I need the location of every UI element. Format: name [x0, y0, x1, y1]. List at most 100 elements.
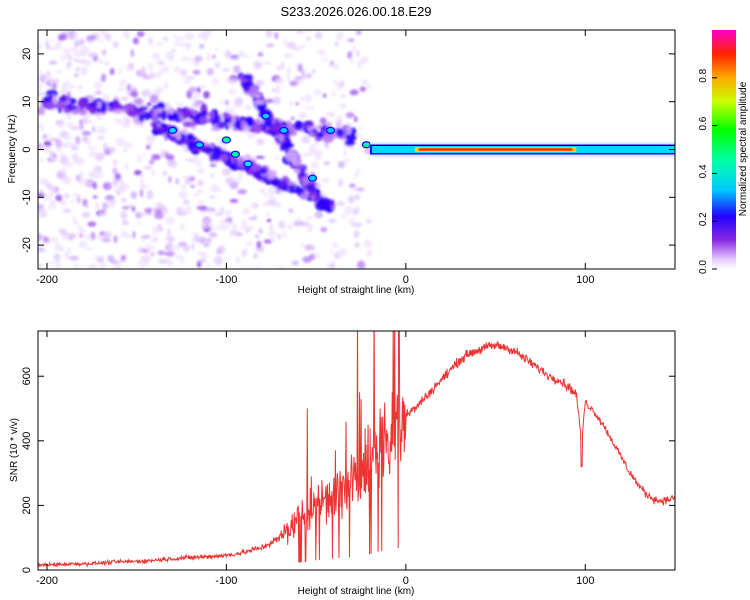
spectrogram-noise	[49, 192, 53, 200]
spectrogram-noise	[152, 226, 159, 235]
spectrogram-noise	[361, 78, 369, 85]
spectrogram-data	[38, 30, 675, 269]
spectrogram-arm-blob	[288, 185, 296, 190]
spectrogram-noise	[150, 251, 155, 257]
spectrogram-noise	[257, 51, 264, 57]
spectrogram-y-tick-label: -20	[21, 237, 33, 253]
spectrogram-arm-blob	[295, 164, 306, 170]
spectrogram-arm-blob	[219, 153, 229, 162]
spectrogram-noise	[75, 220, 79, 228]
spectrogram-noise	[305, 106, 316, 110]
spectrogram-noise	[184, 32, 195, 41]
spectrogram-noise	[146, 75, 150, 80]
spectrogram-noise	[241, 249, 247, 257]
spectrogram-noise	[356, 30, 362, 35]
spectrogram-noise	[344, 158, 351, 164]
spectrogram-noise	[210, 184, 220, 193]
spectrogram-noise	[339, 94, 347, 98]
spectrogram-hotspot	[307, 174, 318, 182]
spectrogram-noise	[42, 133, 48, 140]
spectrogram-noise	[355, 132, 363, 138]
spectrogram-noise	[194, 193, 199, 197]
spectrogram-noise	[267, 231, 277, 238]
snr-frame	[37, 330, 676, 571]
spectrogram-noise	[263, 239, 273, 244]
spectrogram-noise	[131, 206, 136, 212]
spectrogram-noise	[216, 248, 222, 255]
spectrogram-noise	[51, 83, 58, 90]
spectrogram-noise	[181, 175, 192, 180]
spectrogram-noise	[291, 116, 295, 120]
spectrogram-noise	[102, 93, 110, 103]
spectrogram-noise	[90, 231, 96, 241]
spectrogram-noise	[43, 236, 48, 243]
spectrogram-arm-blob	[153, 126, 165, 131]
spectrogram-noise	[48, 204, 53, 211]
spectrogram-noise	[63, 161, 74, 168]
spectrogram-noise	[320, 227, 328, 233]
spectrogram-noise	[38, 233, 44, 242]
spectrogram-noise	[256, 138, 265, 145]
spectrogram-arm-blob	[224, 113, 232, 119]
spectrogram-arm-blob	[79, 109, 87, 116]
spectrogram-noise	[89, 119, 94, 125]
spectrogram-noise	[42, 248, 47, 254]
spectrogram-noise	[62, 208, 72, 214]
spectrogram-noise	[220, 100, 226, 104]
tone-core-red	[418, 148, 573, 151]
spectrogram-noise	[50, 38, 54, 43]
spectrogram-noise	[78, 229, 86, 236]
spectrogram-noise	[274, 32, 279, 40]
spectrogram-noise	[116, 87, 127, 91]
spectrogram-noise	[136, 30, 145, 38]
spectrogram-noise	[272, 96, 281, 105]
spectrogram-noise	[141, 66, 146, 72]
spectrogram-noise	[113, 264, 121, 269]
spectrogram-noise	[242, 54, 250, 58]
spectrogram-noise	[157, 250, 166, 256]
spectrogram-noise	[137, 247, 144, 253]
spectrogram-noise	[267, 186, 277, 196]
spectrogram-noise	[38, 106, 46, 116]
spectrogram-noise	[263, 192, 268, 197]
spectrogram-scatter	[38, 30, 373, 269]
spectrogram-noise	[300, 96, 305, 102]
snr-y-tick-label: 400	[21, 432, 33, 450]
spectrogram-noise	[80, 66, 86, 76]
spectrogram-noise	[229, 79, 237, 86]
spectrogram-noise	[304, 94, 312, 103]
spectrogram-noise	[163, 171, 167, 176]
spectrogram-arm-blob	[263, 118, 273, 128]
spectrogram-arm-blob	[242, 74, 253, 80]
spectrogram-noise	[195, 100, 205, 104]
spectrogram-noise	[166, 160, 177, 166]
spectrogram-arm-blob	[301, 176, 310, 184]
spectrogram-noise	[309, 245, 316, 251]
spectrogram-noise	[262, 201, 267, 208]
spectrogram-arm-blob	[300, 192, 307, 200]
spectrogram-noise	[81, 211, 91, 219]
spectrogram-noise	[227, 88, 237, 95]
spectrogram-noise	[59, 119, 66, 124]
spectrogram-arm-blob	[289, 188, 296, 194]
spectrogram-noise	[140, 234, 151, 239]
spectrogram-noise	[118, 67, 122, 76]
spectrogram-y-tick-label: 20	[21, 48, 33, 60]
spectrogram-arm-blob	[143, 111, 151, 121]
spectrogram-noise	[80, 170, 84, 179]
spectrogram-noise	[157, 227, 165, 232]
spectrogram-noise	[225, 99, 229, 106]
snr-x-axis: -200 -100 0 100	[36, 331, 594, 587]
spectrogram-noise	[55, 260, 60, 269]
spectrogram-noise	[198, 199, 204, 205]
spectrogram-noise	[291, 260, 299, 266]
spectrogram-noise	[102, 202, 108, 210]
spectrogram-arm-blob	[209, 109, 215, 120]
spectrogram-noise	[347, 38, 355, 42]
spectrogram-arm-blob	[345, 132, 357, 142]
spectrogram-noise	[265, 30, 273, 38]
snr-x-tick-label: 100	[576, 575, 594, 587]
spectrogram-noise	[278, 220, 286, 229]
spectrogram-hotspot	[194, 141, 205, 149]
